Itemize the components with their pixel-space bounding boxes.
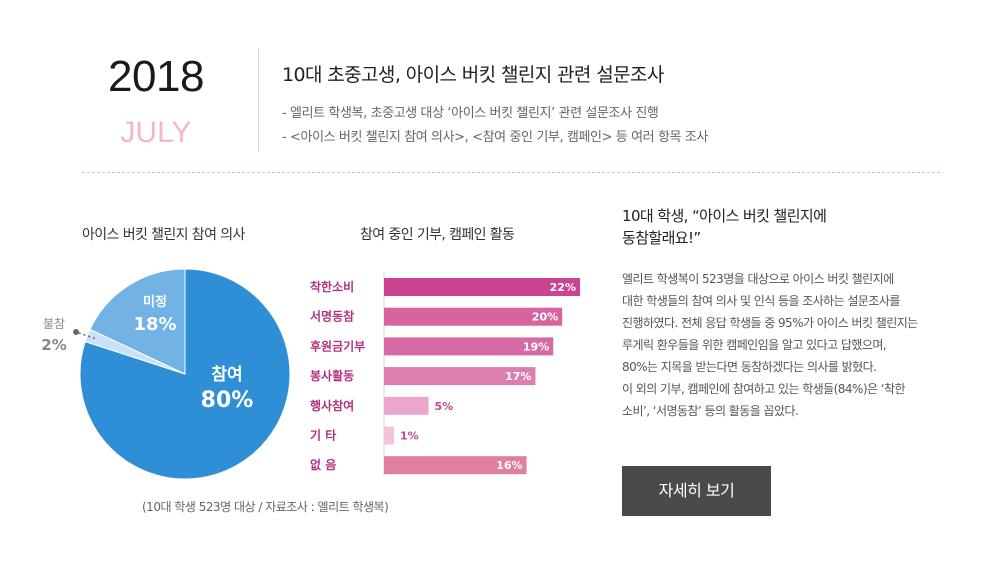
bar <box>384 426 394 445</box>
bar-value-label: 16% <box>496 459 522 472</box>
header-divider <box>258 48 259 152</box>
month: JULY <box>120 116 192 149</box>
body-line: 엘리트 학생복이 523명을 대상으로 아이스 버킷 챌린지에 <box>622 272 894 286</box>
body-line: 80%는 지목을 받는다면 동참하겠다는 의사를 밝혔다. <box>622 360 877 374</box>
pie-label-value: 80% <box>201 388 254 413</box>
view-details-button[interactable]: 자세히 보기 <box>622 466 771 516</box>
bar-category-label: 서명동참 <box>310 309 354 324</box>
description-line: - 엘리트 학생복, 초중고생 대상 ‘아이스 버킷 챌린지’ 관련 설문조사 … <box>282 106 659 121</box>
body-line: 소비’, ‘서명동참’ 등의 활동을 꼽았다. <box>622 404 799 418</box>
bar <box>384 337 554 356</box>
survey-title: 10대 초중고생, 아이스 버킷 챌린지 관련 설문조사 <box>282 64 664 86</box>
bar <box>384 307 563 326</box>
article-body: 엘리트 학생복이 523명을 대상으로 아이스 버킷 챌린지에 대한 학생들의 … <box>622 268 967 422</box>
bar-category-label: 착한소비 <box>310 279 354 294</box>
pie-leader-dot <box>73 329 79 335</box>
bar-chart-title: 참여 중인 기부, 캠페인 활동 <box>360 227 515 243</box>
pie-slice-2 <box>89 268 186 375</box>
pie-label-value: 2% <box>41 336 66 354</box>
pie-label-name: 참여 <box>211 364 242 385</box>
bar-category-label: 후원금기부 <box>310 338 365 353</box>
bar-chart: 착한소비 22% 서명동참 20% 후원금기부 19% 봉사활동 17% 행사참여 5% 기 타 1%… <box>310 272 580 476</box>
bar-value-label: 19% <box>523 340 549 353</box>
bar-category-label: 행사참여 <box>310 398 354 413</box>
bar <box>384 396 429 415</box>
headline-line: 10대 학생, “아이스 버킷 챌린지에 <box>622 207 827 225</box>
year: 2018 <box>108 52 204 101</box>
bar <box>384 456 527 475</box>
body-line: 대한 학생들의 참여 의사 및 인식 등을 조사하는 설문조사를 <box>622 294 900 308</box>
pie-chart-title: 아이스 버킷 챌린지 참여 의사 <box>82 227 245 243</box>
body-line: 진행하였다. 전체 응답 학생들 중 95%가 아이스 버킷 챌린지는 <box>622 316 918 330</box>
pie-leader-line <box>75 331 96 340</box>
pie-label-name: 불참 <box>43 317 65 331</box>
pie-chart: 참여 80% 미정 18% 불참 2% <box>41 268 290 480</box>
body-line: 이 외의 기부, 캠페인에 참여하고 있는 학생들(84%)은 ‘착한 <box>622 382 906 396</box>
pie-slice-0 <box>79 268 290 480</box>
chart-source: (10대 학생 523명 대상 / 자료조사 : 엘리트 학생복) <box>142 500 389 514</box>
bar <box>384 278 580 296</box>
bar-value-label: 5% <box>435 400 454 413</box>
bar-category-label: 기 타 <box>310 428 336 443</box>
body-line: 루게릭 환우들을 위한 캠페인임을 알고 있다고 답했으며, <box>622 338 887 352</box>
bar-category-label: 봉사활동 <box>310 368 354 383</box>
headline-line: 동참할래요!” <box>622 229 701 247</box>
bar <box>384 367 536 386</box>
bar-value-label: 22% <box>550 281 576 294</box>
bar-value-label: 1% <box>400 430 419 443</box>
bar-value-label: 17% <box>505 370 531 383</box>
dashed-divider <box>82 172 940 173</box>
pie-label-value: 18% <box>133 314 176 335</box>
bar-category-label: 없 음 <box>310 457 336 472</box>
description-line: - <아이스 버킷 챌린지 참여 의사>, <참여 중인 기부, 캠페인> 등 … <box>282 130 708 145</box>
bar-value-label: 20% <box>532 311 558 324</box>
headline: 10대 학생, “아이스 버킷 챌린지에 동참할래요!” <box>622 205 942 249</box>
pie-label-name: 미정 <box>143 294 167 310</box>
